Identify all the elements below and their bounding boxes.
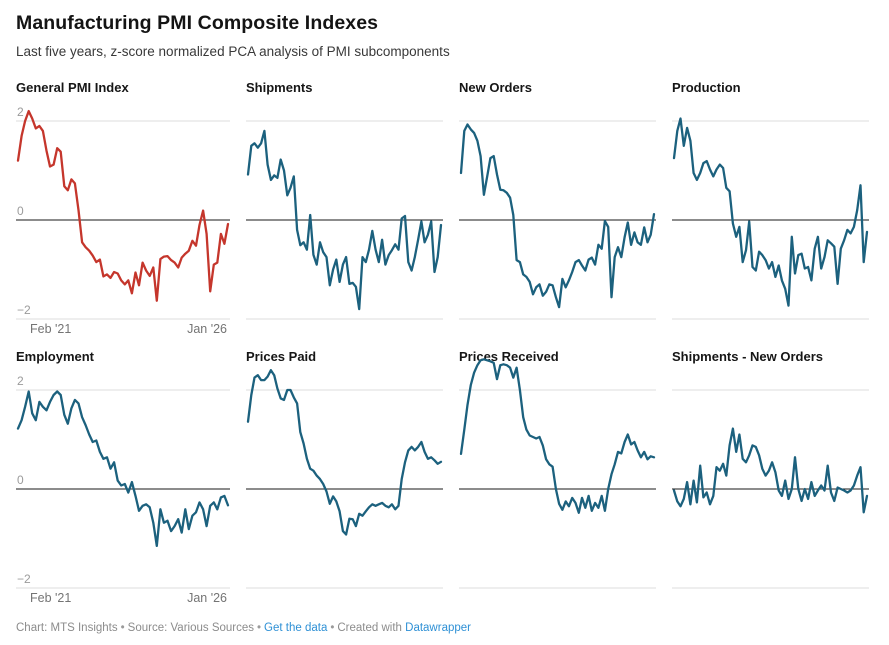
x-tick-start: Feb '21 (30, 591, 72, 605)
panel-title: Shipments - New Orders (672, 349, 823, 364)
panel-title: Prices Paid (246, 349, 317, 364)
line-chart-prices-received (459, 358, 656, 589)
panel-production: Production (672, 80, 869, 340)
panel-employment: Employment 2 0 −2 Feb '21 Jan '26 (16, 349, 230, 609)
x-tick-end: Jan '26 (187, 322, 227, 336)
panel-new-orders: New Orders (459, 80, 656, 340)
panel-prices-paid: Prices Paid (246, 349, 443, 609)
footer: Chart: MTS Insights • Source: Various Sour… (16, 622, 889, 634)
panel-shipments: Shipments (246, 80, 443, 340)
x-tick-end: Jan '26 (187, 591, 227, 605)
x-tick-start: Feb '21 (30, 322, 72, 336)
footer-get-data-link[interactable]: Get the data (264, 622, 328, 634)
line-chart-prices-paid (246, 369, 443, 589)
footer-source: Source: Various Sources (127, 622, 255, 634)
page-subtitle: Last five years, z-score normalized PCA … (16, 44, 450, 59)
line-chart-employment (16, 389, 230, 589)
footer-created-with: Created with (337, 622, 402, 634)
panel-title: Prices Received (459, 349, 559, 364)
y-tick-2: 2 (17, 105, 24, 119)
panel-title: New Orders (459, 80, 532, 95)
line-chart-shipments-minus-new-orders (672, 389, 869, 589)
y-tick-0: 0 (17, 473, 24, 487)
chart-container: Manufacturing PMI Composite Indexes Last… (16, 12, 873, 609)
y-tick-0: 0 (17, 204, 24, 218)
line-chart-shipments (246, 120, 443, 320)
line-chart-new-orders (459, 120, 656, 320)
panel-shipments-minus-new-orders: Shipments - New Orders (672, 349, 869, 609)
footer-separator: • (257, 622, 262, 634)
y-tick-minus2: −2 (17, 572, 31, 586)
y-tick-minus2: −2 (17, 303, 31, 317)
footer-datawrapper-link[interactable]: Datawrapper (405, 622, 471, 634)
panel-title: General PMI Index (16, 80, 129, 95)
line-chart-production (672, 117, 869, 320)
page-title: Manufacturing PMI Composite Indexes (16, 12, 379, 34)
panel-title: Shipments (246, 80, 313, 95)
line-chart-general-pmi-index (16, 109, 230, 320)
panel-general-pmi-index: General PMI Index 2 0 −2 Feb '21 Jan '26 (16, 80, 230, 340)
panel-title: Employment (16, 349, 95, 364)
footer-separator: • (120, 622, 125, 634)
panel-prices-received: Prices Received (459, 349, 656, 609)
footer-chart-credit: Chart: MTS Insights (16, 622, 118, 634)
footer-separator: • (330, 622, 335, 634)
panel-title: Production (672, 80, 741, 95)
small-multiples-grid: General PMI Index 2 0 −2 Feb '21 Jan '26… (16, 80, 873, 609)
y-tick-2: 2 (17, 374, 24, 388)
